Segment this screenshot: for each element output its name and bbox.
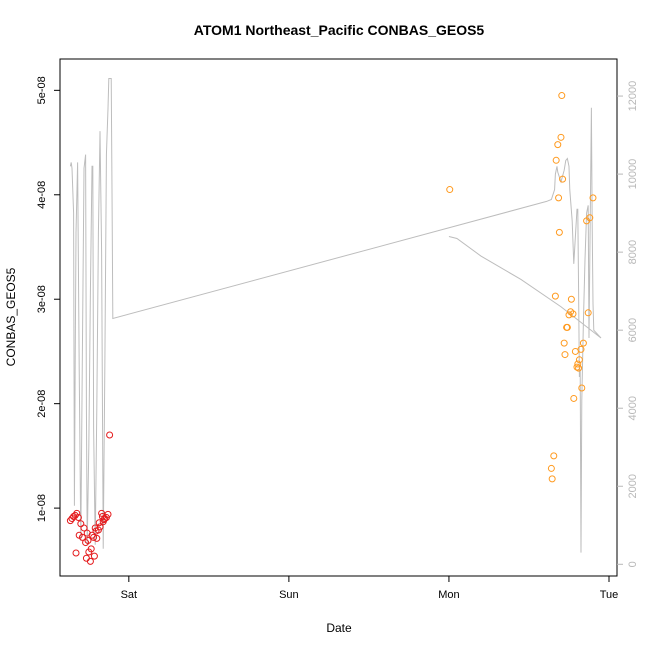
- chart-title: ATOM1 Northeast_Pacific CONBAS_GEOS5: [194, 22, 485, 38]
- y2-tick-label: 4000: [627, 396, 639, 420]
- x-tick-label: Mon: [438, 589, 459, 601]
- orange-data-point: [446, 186, 454, 194]
- axis-ticks: Sat Sun Mon Tue 1e-08 2e-08 3e-08 4e-08 5e-08 0 20…: [36, 76, 639, 601]
- red-data-point: [95, 519, 103, 527]
- orange-data-point: [575, 356, 583, 364]
- red-data-point: [72, 549, 80, 557]
- y2-tick-label: 0: [627, 561, 639, 567]
- red-data-point: [78, 533, 86, 541]
- orange-data-point: [586, 214, 594, 222]
- y2-tick-label: 10000: [627, 159, 639, 190]
- red-data-point: [90, 533, 98, 541]
- orange-data-point: [569, 310, 577, 318]
- y-tick-label: 1e-08: [36, 494, 48, 522]
- red-data-point: [82, 554, 90, 562]
- y-tick-label: 4e-08: [36, 181, 48, 209]
- y2-tick-label: 12000: [627, 81, 639, 112]
- orange-data-point: [555, 228, 563, 236]
- orange-data-point: [589, 194, 597, 202]
- orange-data-point: [578, 384, 586, 392]
- x-tick-label: Sat: [121, 589, 138, 601]
- orange-data-point: [557, 133, 565, 141]
- y-tick-label: 2e-08: [36, 390, 48, 418]
- orange-data-point: [573, 363, 581, 371]
- plot-frame: [59, 58, 618, 577]
- red-data-point: [96, 523, 104, 531]
- x-tick-label: Sun: [279, 589, 299, 601]
- y2-tick-label: 8000: [627, 240, 639, 264]
- orange-data-point: [548, 475, 556, 483]
- x-tick-label: Tue: [600, 589, 619, 601]
- orange-data-point: [563, 323, 571, 331]
- orange-data-point: [555, 194, 563, 202]
- red-data-point: [84, 536, 92, 544]
- y-axis-label: CONBAS_GEOS5: [4, 267, 18, 366]
- orange-data-point: [559, 175, 567, 183]
- y2-tick-label: 6000: [627, 318, 639, 342]
- altitude-line-layer: [69, 78, 602, 553]
- y2-tick-label: 2000: [627, 474, 639, 498]
- orange-data-point: [554, 141, 562, 149]
- orange-data-point: [550, 452, 558, 460]
- red-data-point: [104, 510, 112, 518]
- orange-data-point: [560, 339, 568, 347]
- orange-data-point: [571, 347, 579, 355]
- orange-data-point: [577, 345, 585, 353]
- red-data-point: [74, 514, 82, 522]
- orange-data-point: [574, 360, 582, 368]
- y-tick-label: 3e-08: [36, 285, 48, 313]
- data-points-layer: [66, 92, 597, 565]
- orange-data-point: [575, 364, 583, 372]
- orange-data-point: [547, 464, 555, 472]
- orange-data-point: [579, 339, 587, 347]
- orange-data-point: [551, 292, 559, 300]
- red-data-point: [90, 552, 98, 560]
- red-data-point: [106, 431, 114, 439]
- red-data-point: [86, 557, 94, 565]
- orange-data-point: [584, 309, 592, 317]
- orange-data-point: [567, 295, 575, 303]
- x-axis-label: Date: [326, 621, 352, 635]
- red-data-point: [93, 534, 101, 542]
- red-data-point: [80, 524, 88, 532]
- red-data-point: [87, 545, 95, 553]
- red-data-point: [73, 509, 81, 517]
- orange-data-point: [561, 351, 569, 359]
- orange-data-point: [552, 156, 560, 164]
- red-data-point: [98, 509, 106, 517]
- red-data-point: [88, 531, 96, 539]
- orange-data-point: [558, 92, 566, 100]
- orange-data-point: [570, 394, 578, 402]
- altitude-series-line: [69, 78, 602, 553]
- y-tick-label: 5e-08: [36, 76, 48, 104]
